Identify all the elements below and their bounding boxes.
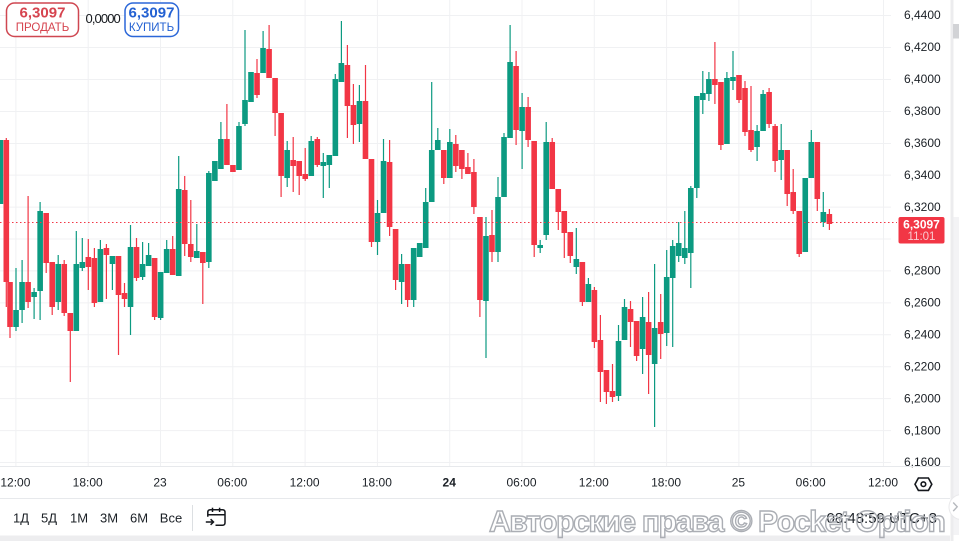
svg-text:6,2200: 6,2200 [904, 359, 941, 373]
svg-text:1Д: 1Д [13, 511, 29, 526]
svg-text:12:00: 12:00 [579, 476, 609, 490]
svg-text:5Д: 5Д [41, 511, 57, 526]
svg-text:25: 25 [732, 476, 746, 490]
svg-text:18:00: 18:00 [73, 476, 103, 490]
svg-text:06:00: 06:00 [796, 476, 826, 490]
svg-text:0,0000: 0,0000 [86, 11, 121, 26]
svg-text:6,2800: 6,2800 [904, 264, 941, 278]
svg-text:6,1600: 6,1600 [904, 455, 941, 469]
svg-text:23: 23 [153, 476, 167, 490]
svg-text:КУПИТЬ: КУПИТЬ [129, 22, 174, 34]
svg-text:Все: Все [160, 511, 182, 526]
svg-text:6,4000: 6,4000 [904, 72, 941, 86]
svg-text:6,3400: 6,3400 [904, 168, 941, 182]
svg-text:06:00: 06:00 [506, 476, 536, 490]
svg-text:6,1800: 6,1800 [904, 423, 941, 437]
svg-text:6,3097: 6,3097 [903, 218, 940, 232]
svg-text:08:48:59 UTC+3: 08:48:59 UTC+3 [827, 510, 938, 527]
svg-text:12:00: 12:00 [868, 476, 898, 490]
svg-text:ПРОДАТЬ: ПРОДАТЬ [16, 22, 70, 34]
svg-text:11:01: 11:01 [908, 231, 936, 243]
svg-text:6,3600: 6,3600 [904, 136, 941, 150]
svg-text:12:00: 12:00 [290, 476, 320, 490]
svg-text:6,2600: 6,2600 [904, 296, 941, 310]
svg-text:12:00: 12:00 [0, 476, 30, 490]
svg-text:6,3097: 6,3097 [20, 5, 66, 22]
svg-text:3М: 3М [100, 511, 118, 526]
svg-text:6,3200: 6,3200 [904, 200, 941, 214]
svg-text:6М: 6М [130, 511, 148, 526]
svg-text:6,2400: 6,2400 [904, 328, 941, 342]
svg-text:18:00: 18:00 [362, 476, 392, 490]
svg-text:1М: 1М [70, 511, 88, 526]
svg-text:Авторские права © Pocket Optio: Авторские права © Pocket Option [489, 506, 945, 539]
svg-text:6,4200: 6,4200 [904, 40, 941, 54]
svg-text:6,3097: 6,3097 [129, 5, 175, 22]
svg-text:24: 24 [443, 476, 457, 490]
svg-text:06:00: 06:00 [217, 476, 247, 490]
svg-text:6,2000: 6,2000 [904, 391, 941, 405]
svg-text:6,3800: 6,3800 [904, 104, 941, 118]
svg-text:6,4400: 6,4400 [904, 8, 941, 22]
svg-text:18:00: 18:00 [651, 476, 681, 490]
